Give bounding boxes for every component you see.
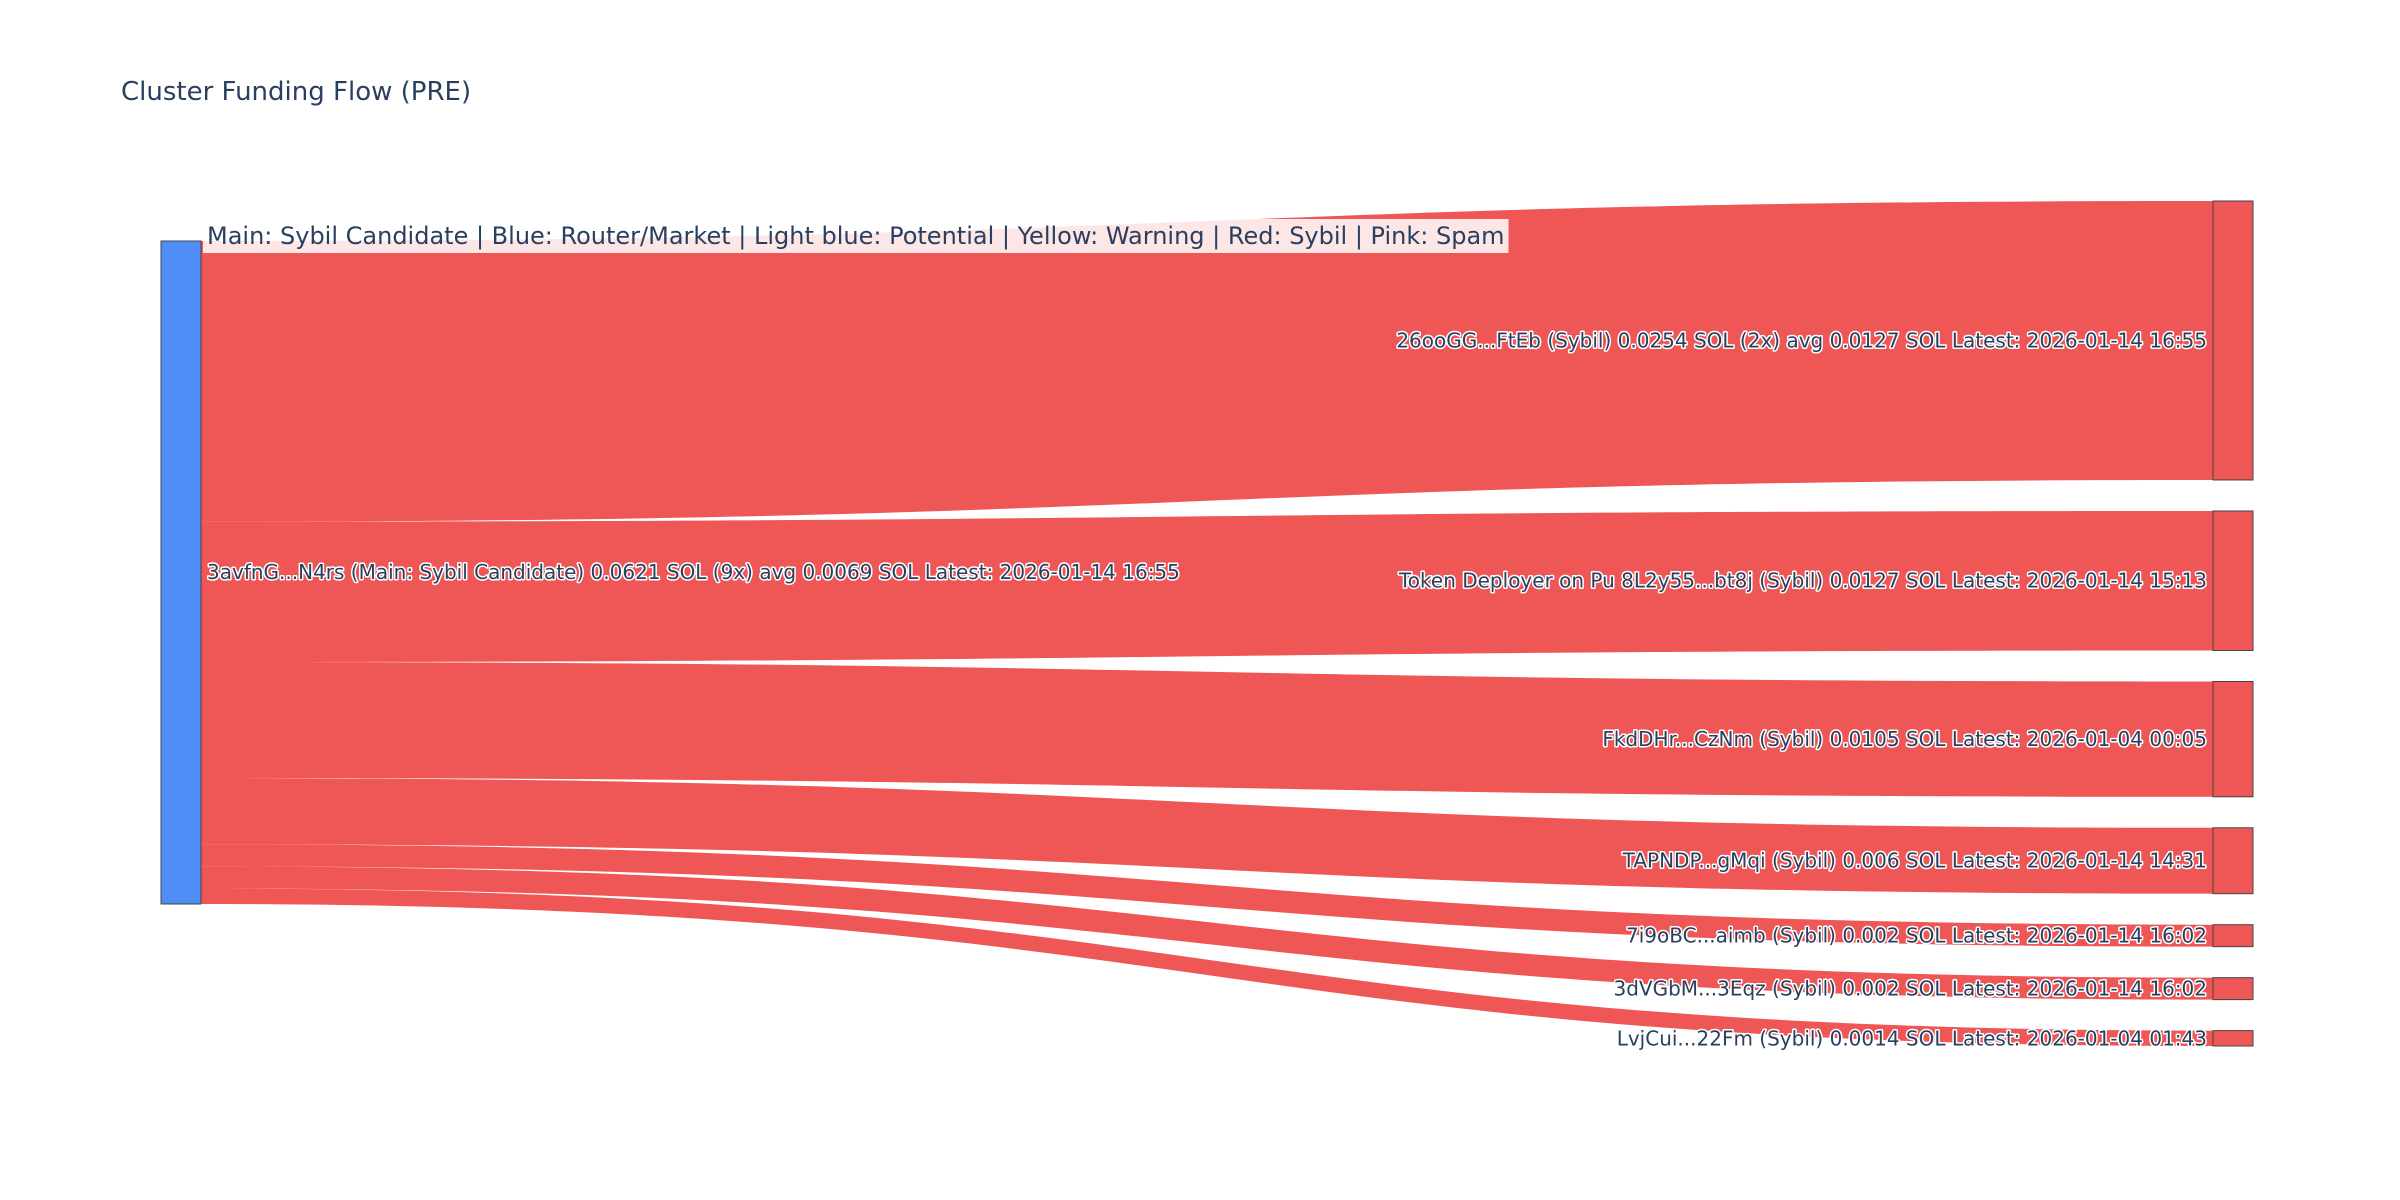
target-node: [2212, 200, 2254, 481]
target-node-label: FkdDHr...CzNm (Sybil) 0.0105 SOL Latest:…: [1602, 727, 2207, 751]
target-node: [2212, 680, 2254, 798]
target-node: [2212, 1030, 2254, 1047]
node-labels: 26ooGG...FtEb (Sybil) 0.0254 SOL (2x) av…: [206, 327, 2209, 1052]
target-node-label: LvjCui...22Fm (Sybil) 0.0014 SOL Latest:…: [1617, 1026, 2207, 1050]
flow-link: [201, 844, 2213, 947]
flow-nodes: [160, 200, 2254, 1047]
target-node: [2212, 827, 2254, 895]
flow-link: [201, 866, 2213, 1000]
target-node: [2212, 510, 2254, 651]
source-node-label: 3avfnG...N4rs (Main: Sybil Candidate) 0.…: [207, 560, 1180, 584]
legend-note: Main: Sybil Candidate | Blue: Router/Mar…: [207, 222, 1505, 250]
target-node-label: 3dVGbM...3Eqz (Sybil) 0.002 SOL Latest: …: [1613, 977, 2207, 1001]
target-node-label: Token Deployer on Pu 8L2y55...bt8j (Sybi…: [1398, 569, 2207, 593]
target-node-label: 26ooGG...FtEb (Sybil) 0.0254 SOL (2x) av…: [1396, 328, 2207, 352]
flow-link: [201, 201, 2213, 522]
legend-note-background: [203, 219, 1509, 253]
chart-title: Cluster Funding Flow (PRE): [121, 77, 471, 107]
target-node: [2212, 924, 2254, 948]
target-node: [2212, 977, 2254, 1001]
target-node-label: TAPNDP...gMqi (Sybil) 0.006 SOL Latest: …: [1622, 849, 2207, 873]
flow-link: [201, 778, 2213, 894]
flow-link: [201, 662, 2213, 797]
source-node: [160, 240, 202, 905]
target-node-label: 7i9oBC...aimb (Sybil) 0.002 SOL Latest: …: [1626, 924, 2207, 948]
flow-link: [201, 510, 2213, 663]
flow-link: [201, 888, 2213, 1046]
flow-links: [201, 201, 2213, 1046]
legend-note-group: Main: Sybil Candidate | Blue: Router/Mar…: [203, 219, 1509, 253]
